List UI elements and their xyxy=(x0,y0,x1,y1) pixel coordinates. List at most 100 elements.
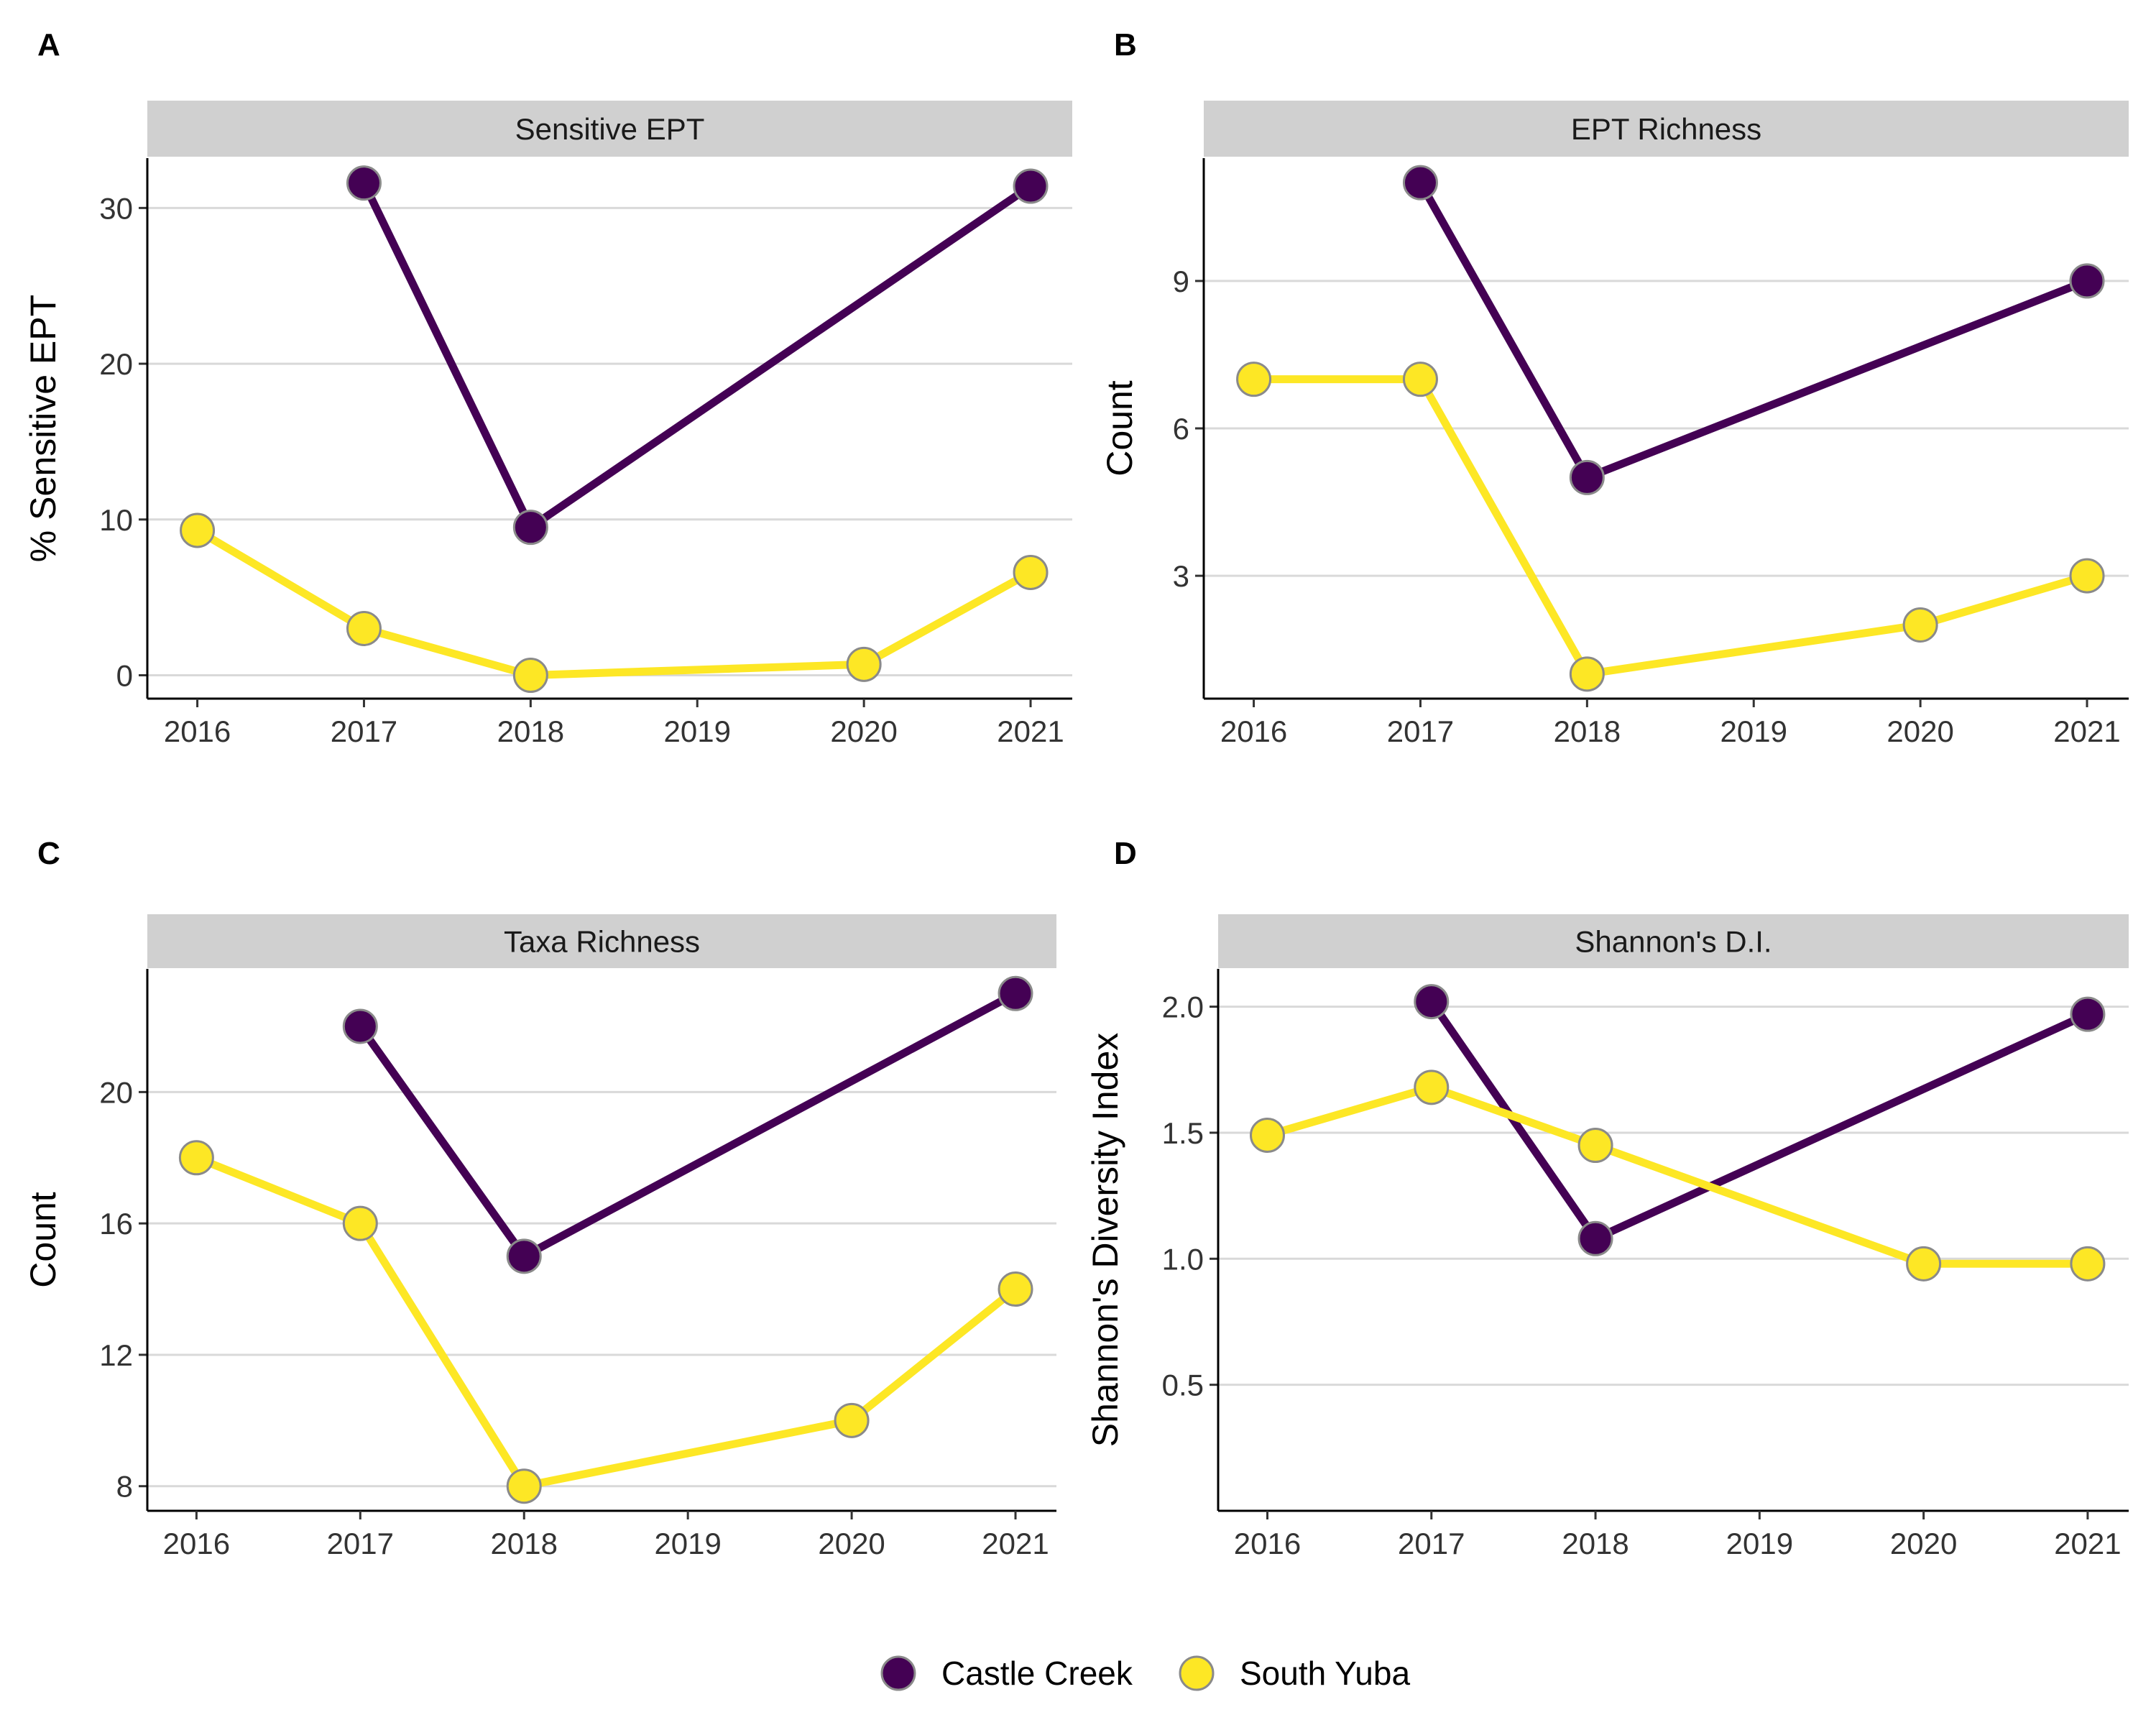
data-point xyxy=(178,1140,214,1176)
data-point xyxy=(2069,558,2105,594)
data-point xyxy=(346,165,382,201)
x-tick-labels: 2016 2017 2018 2019 2020 2021 xyxy=(163,1511,1049,1560)
data-point xyxy=(342,1008,378,1044)
data-point xyxy=(1402,362,1438,397)
series-points-castle-creek xyxy=(1414,984,2106,1256)
panel-label: A xyxy=(37,27,60,63)
data-point xyxy=(834,1402,870,1438)
x-tick-labels: 2016 2017 2018 2019 2020 2021 xyxy=(164,699,1064,748)
facet-strip xyxy=(147,101,1072,157)
panel-label: C xyxy=(37,836,60,871)
x-tick-label: 2018 xyxy=(1562,1527,1628,1560)
data-point xyxy=(1569,459,1605,495)
legend-key xyxy=(1179,1655,1215,1691)
y-gridlines xyxy=(147,206,1072,676)
x-tick-label: 2018 xyxy=(1554,714,1621,748)
data-point xyxy=(846,646,882,682)
series-line-south-yuba xyxy=(1250,375,2091,678)
facet-strip xyxy=(147,914,1056,968)
y-tick-label: 6 xyxy=(1173,412,1189,446)
x-tick-label: 2020 xyxy=(1890,1527,1957,1560)
x-tick-label: 2019 xyxy=(654,1527,721,1560)
y-tick-labels: 0 10 20 30 xyxy=(99,191,147,692)
y-tick-label: 8 xyxy=(116,1470,133,1504)
data-point xyxy=(506,1238,542,1274)
data-point xyxy=(1569,656,1605,692)
series-points-south-yuba xyxy=(1236,362,2105,692)
legend-item-castle-creek: Castle Creek xyxy=(880,1655,1133,1692)
x-tick-label: 2019 xyxy=(1720,714,1787,748)
series-line-south-yuba xyxy=(193,526,1035,679)
data-point xyxy=(1902,607,1938,643)
x-tick-label: 2021 xyxy=(2054,1527,2121,1560)
facet-title: Sensitive EPT xyxy=(515,112,705,146)
series-points-south-yuba xyxy=(180,512,1049,693)
legend-key xyxy=(880,1655,916,1691)
y-tick-label: 12 xyxy=(99,1338,133,1372)
data-point xyxy=(512,510,548,546)
y-tick-labels: 8 12 16 20 xyxy=(99,1075,147,1504)
x-tick-label: 2021 xyxy=(997,714,1064,748)
data-point xyxy=(1577,1127,1613,1163)
y-tick-label: 1.5 xyxy=(1162,1116,1204,1150)
legend-item-south-yuba: South Yuba xyxy=(1179,1655,1410,1692)
x-tick-label: 2017 xyxy=(1398,1527,1465,1560)
data-point xyxy=(1414,984,1450,1020)
data-point xyxy=(506,1468,542,1504)
legend-label: Castle Creek xyxy=(941,1655,1133,1692)
x-tick-label: 2016 xyxy=(1220,714,1287,748)
y-tick-label: 9 xyxy=(1173,264,1189,298)
y-tick-label: 3 xyxy=(1173,559,1189,593)
data-point xyxy=(346,610,382,646)
series-line-south-yuba xyxy=(192,1154,1020,1491)
data-point xyxy=(998,975,1033,1011)
data-point xyxy=(512,657,548,693)
x-tick-labels: 2016 2017 2018 2019 2020 2021 xyxy=(1234,1511,2122,1560)
series-points-castle-creek xyxy=(346,165,1049,546)
x-tick-label: 2018 xyxy=(491,1527,558,1560)
series-line-castle-creek xyxy=(360,179,1035,532)
y-axis-label: Shannon's Diversity Index xyxy=(1085,1033,1125,1448)
data-point xyxy=(2069,263,2105,299)
series-points-south-yuba xyxy=(1249,1070,2106,1282)
x-tick-labels: 2016 2017 2018 2019 2020 2021 xyxy=(1220,699,2121,748)
data-point xyxy=(1249,1117,1285,1153)
y-tick-labels: 0.5 1.0 1.5 2.0 xyxy=(1162,990,1218,1402)
x-tick-label: 2020 xyxy=(1886,714,1953,748)
y-gridlines xyxy=(1204,280,2129,577)
x-tick-label: 2017 xyxy=(327,1527,394,1560)
data-point xyxy=(180,512,216,548)
y-tick-labels: 3 6 9 xyxy=(1173,264,1204,593)
y-tick-label: 1.0 xyxy=(1162,1242,1204,1276)
x-tick-label: 2020 xyxy=(818,1527,885,1560)
x-tick-label: 2016 xyxy=(163,1527,230,1560)
x-tick-label: 2021 xyxy=(982,1527,1049,1560)
y-tick-label: 16 xyxy=(99,1207,133,1241)
y-tick-label: 2.0 xyxy=(1162,990,1204,1024)
data-point xyxy=(1402,165,1438,201)
x-tick-label: 2021 xyxy=(2053,714,2120,748)
data-point xyxy=(1236,362,1272,397)
data-point xyxy=(1577,1220,1613,1256)
facet-title: Taxa Richness xyxy=(504,925,700,959)
data-point xyxy=(1013,554,1049,590)
x-tick-label: 2017 xyxy=(1387,714,1454,748)
y-tick-label: 20 xyxy=(99,347,133,381)
x-tick-label: 2016 xyxy=(164,714,231,748)
y-tick-label: 20 xyxy=(99,1075,133,1109)
data-point xyxy=(1013,168,1049,204)
x-tick-label: 2018 xyxy=(497,714,564,748)
series-points-south-yuba xyxy=(178,1140,1033,1504)
y-gridlines xyxy=(147,1090,1056,1488)
data-point xyxy=(342,1205,378,1241)
data-point xyxy=(2070,996,2106,1032)
data-point xyxy=(998,1271,1033,1307)
x-tick-label: 2017 xyxy=(331,714,397,748)
series-line-castle-creek xyxy=(356,989,1020,1261)
x-tick-label: 2016 xyxy=(1234,1527,1301,1560)
x-tick-label: 2020 xyxy=(830,714,897,748)
facet-title: EPT Richness xyxy=(1571,112,1761,146)
